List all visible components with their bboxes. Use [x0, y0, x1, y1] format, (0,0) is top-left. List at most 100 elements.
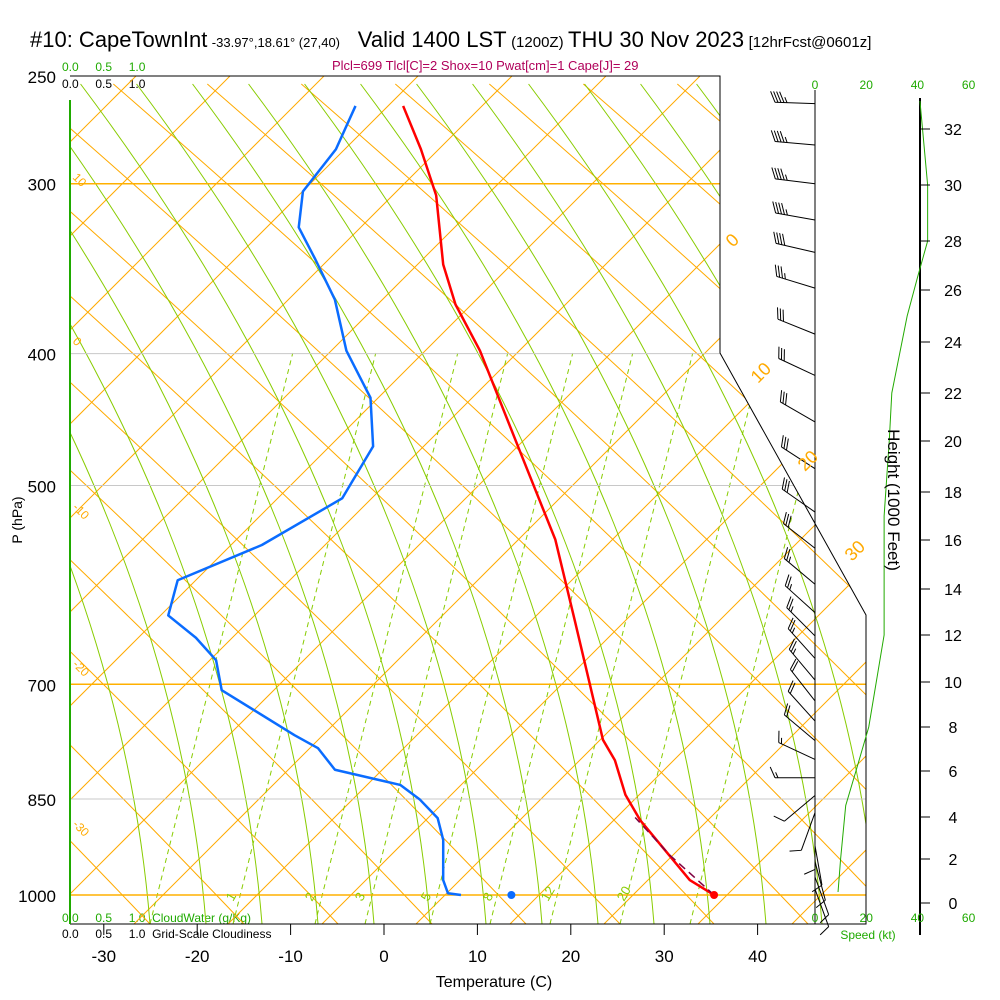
- wind-barb: [778, 346, 816, 376]
- barb-feather: [777, 265, 781, 278]
- y-axis-title: P (hPa): [9, 496, 25, 543]
- barb-staff: [814, 876, 830, 915]
- barb-feather: [785, 513, 790, 526]
- isotherm-line: [70, 76, 513, 924]
- barb-feather: [772, 201, 777, 214]
- barb-feather: [785, 209, 788, 216]
- plot-frame: [69, 75, 921, 935]
- dry-adiabat-line: [488, 83, 866, 924]
- barb-feather: [782, 233, 786, 246]
- barb-feather: [773, 130, 779, 142]
- barb-feather: [788, 638, 795, 650]
- height-tick-label: 8: [949, 720, 958, 737]
- isotherm-label: 30: [841, 537, 869, 565]
- isotherm-label: 20: [794, 447, 822, 475]
- mixing-ratio-line: [429, 352, 574, 924]
- wind-barb: [783, 703, 816, 741]
- speed-tick-label-bottom: 20: [860, 911, 874, 925]
- wind-barb: [777, 307, 816, 335]
- station-coords: -33.97°,18.61° (27,40): [211, 35, 341, 50]
- barb-feather: [783, 547, 789, 559]
- speed-tick-label-bottom: 60: [962, 911, 976, 925]
- barb-feather: [784, 97, 788, 103]
- barb-feather: [773, 91, 779, 103]
- mixing-ratio-line: [489, 352, 634, 924]
- scale-label: 0.0: [62, 77, 79, 91]
- barb-feather: [770, 91, 776, 103]
- station-name: #10: CapeTownInt: [30, 27, 208, 52]
- height-tick-label: 16: [944, 533, 962, 550]
- x-tick-label: 40: [748, 947, 767, 966]
- barb-feather: [789, 682, 796, 694]
- barb-feather: [781, 477, 785, 490]
- wind-barb: [789, 658, 816, 702]
- mixing-ratio-label: 20: [614, 883, 634, 903]
- barb-feather: [775, 772, 779, 778]
- barb-feather: [790, 606, 794, 613]
- barb-feather: [779, 130, 785, 143]
- dry-adiabat-line: [300, 83, 866, 924]
- isotherm-line: [697, 76, 866, 924]
- barb-staff: [814, 888, 830, 927]
- barb-feather: [792, 648, 797, 655]
- dewpoint-line: [167, 105, 462, 897]
- mixing-ratio-label: 3: [352, 890, 369, 904]
- mixing-ratio-line: [232, 352, 377, 924]
- moist-adiabat-line: [416, 83, 767, 924]
- barb-staff: [800, 812, 816, 851]
- height-tick-label: 28: [944, 234, 962, 251]
- mixing-ratio-label: 5: [418, 890, 435, 904]
- background-lines: [70, 76, 1000, 924]
- dry-adiabat-line: [959, 84, 1000, 924]
- scale-label: 0.5: [95, 77, 113, 91]
- barb-feather: [785, 438, 789, 451]
- isotherm-line: [133, 76, 866, 924]
- mixing-ratio-line: [619, 352, 764, 924]
- barb-feather: [780, 168, 785, 181]
- wind-speed-line: [837, 100, 929, 893]
- wind-barb: [814, 888, 830, 936]
- dry-adiabat-line: [70, 83, 245, 924]
- isotherm-line: [509, 76, 866, 924]
- barb-staff: [784, 558, 816, 585]
- mixing-ratio-label: 12: [538, 883, 558, 903]
- barb-feather: [790, 640, 797, 652]
- pressure-tick-label: 400: [28, 346, 56, 365]
- parcel-line: [634, 816, 715, 896]
- pressure-tick-label: 1000: [18, 887, 56, 906]
- wind-barb: [778, 730, 816, 760]
- barb-feather: [776, 91, 782, 103]
- zulu-time: (1200Z): [511, 34, 564, 51]
- wind-barb: [787, 680, 816, 722]
- wind-barb: [773, 795, 816, 822]
- barb-staff: [787, 628, 816, 659]
- isotherm-line: [70, 76, 231, 924]
- barb-feather: [803, 869, 816, 875]
- scale-label: 1.0: [128, 927, 146, 941]
- barb-feather: [780, 435, 784, 448]
- profiles: [167, 100, 929, 899]
- barb-staff: [784, 585, 816, 613]
- wind-barb: [779, 390, 816, 423]
- barb-feather: [781, 202, 785, 215]
- dry-adiabat-line: [70, 83, 715, 924]
- barb-feather: [769, 766, 776, 778]
- barb-staff: [814, 861, 826, 901]
- isotherm-line: [70, 76, 325, 924]
- barb-feather: [788, 556, 792, 563]
- barb-feather: [791, 627, 796, 634]
- wind-barb: [780, 435, 816, 470]
- barb-feather: [779, 91, 785, 103]
- height-tick-label: 14: [944, 582, 962, 599]
- barb-staff: [781, 446, 816, 470]
- barb-feather: [784, 136, 788, 143]
- wind-barb: [788, 638, 816, 681]
- isotherm-line: [70, 76, 607, 924]
- moist-adiabat-line: [70, 83, 151, 924]
- barb-feather: [776, 130, 782, 143]
- height-tick-label: 22: [944, 386, 962, 403]
- dry-adiabat-line: [676, 83, 866, 924]
- barb-feather: [773, 815, 785, 822]
- barb-feather: [774, 167, 779, 180]
